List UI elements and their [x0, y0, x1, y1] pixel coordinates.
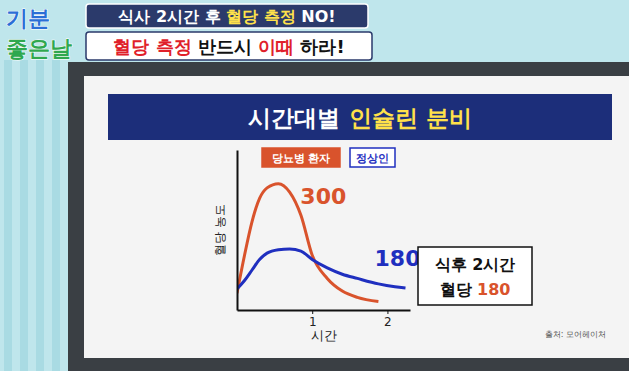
headline: 식사 2시간 후 혈당 측정 NO!	[86, 4, 368, 28]
headline-segment: 하라!	[294, 36, 344, 57]
title-part: 인슐린 분비	[349, 105, 472, 131]
x-tick-mark	[387, 310, 388, 314]
headline-bg	[86, 4, 368, 28]
note-line: 혈당 180	[440, 280, 511, 299]
headline-segment: 혈당 측정	[113, 36, 191, 57]
headline-segment: 혈당 측정	[226, 7, 296, 26]
note-box: 식후 2시간혈당 180	[418, 247, 532, 305]
tv-frame	[68, 62, 629, 371]
note-frame	[418, 247, 532, 305]
headline-text: 혈당 측정 반드시 이때 하라!	[113, 36, 344, 57]
title-bar	[108, 94, 612, 140]
logo-text: 좋은날	[6, 36, 72, 61]
studio-stripe	[36, 60, 44, 371]
studio-stripe	[4, 60, 12, 371]
annotation: 180	[375, 246, 421, 271]
y-axis-title: 혈당 농도	[213, 204, 227, 256]
legend-box	[262, 148, 340, 167]
studio-stripe	[20, 60, 28, 371]
x-axis: 12	[238, 310, 411, 329]
legend-box	[350, 148, 395, 167]
x-axis-line	[238, 310, 411, 312]
x-tick-label: 1	[309, 315, 317, 329]
x-tick: 2	[384, 310, 392, 329]
note-part: 180	[477, 280, 510, 299]
annotations: 300 180	[300, 184, 420, 271]
legend-item: 정상인	[350, 148, 395, 167]
annotation: 300	[300, 184, 346, 209]
tv-screen	[84, 76, 629, 358]
headline: 혈당 측정 반드시 이때 하라!	[86, 32, 372, 60]
legend-item: 당뇨병 환자	[262, 148, 340, 167]
logo: 기분좋은날	[6, 6, 72, 61]
headline-segment: 식사 2시간 후	[118, 7, 226, 26]
headline-bg	[86, 32, 372, 60]
note-part: 혈당	[440, 280, 478, 299]
x-tick: 1	[309, 310, 317, 329]
logo-text: 기분	[6, 6, 50, 31]
plot-marks	[237, 184, 405, 302]
headline-segment: 이때	[258, 36, 294, 57]
page: 기분좋은날식사 2시간 후 혈당 측정 NO!혈당 측정 반드시 이때 하라!시…	[0, 0, 629, 371]
x-axis-title: 시간	[311, 328, 337, 343]
source: 출처: 모어헤이처	[545, 330, 606, 339]
y-axis	[237, 151, 238, 311]
legend-label: 당뇨병 환자	[272, 152, 331, 165]
x-tick-label: 2	[384, 315, 392, 329]
legend: 당뇨병 환자 정상인	[262, 148, 395, 167]
title-part: 시간대별	[248, 105, 348, 131]
series-line	[237, 184, 378, 302]
legend-label: 정상인	[356, 152, 389, 165]
chart-title: 시간대별 인슐린 분비	[248, 105, 471, 131]
y-axis-line	[237, 151, 239, 311]
headline-segment: 반드시	[192, 36, 259, 57]
note-line: 식후 2시간	[435, 255, 516, 274]
headline-segment: NO!	[296, 7, 336, 26]
x-tick-mark	[312, 310, 313, 314]
studio-stripe	[52, 60, 60, 371]
headline-text: 식사 2시간 후 혈당 측정 NO!	[118, 7, 335, 26]
